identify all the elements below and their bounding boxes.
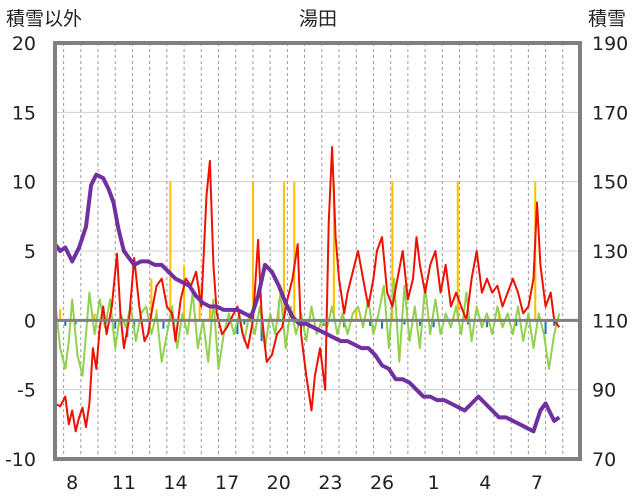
left-axis-title: 積雪以外	[6, 8, 82, 30]
x-tick-label: 7	[531, 472, 543, 494]
precipitation-bar	[381, 320, 384, 329]
precipitation-bar	[456, 181, 459, 321]
precipitation-bar	[59, 309, 62, 321]
precipitation-bar	[403, 320, 406, 325]
precipitation-bar	[467, 320, 470, 325]
precipitation-bar	[332, 181, 335, 321]
precipitation-bar	[486, 320, 489, 328]
precipitation-bar	[74, 320, 77, 325]
snow-depth-line	[53, 172, 561, 434]
precipitation-bar	[114, 320, 117, 329]
x-tick-label: 14	[163, 472, 187, 494]
precipitation-bar	[355, 309, 358, 321]
precipitation-bar	[391, 181, 394, 321]
right-tick-label: 130	[592, 241, 628, 263]
x-tick-label: 17	[215, 472, 239, 494]
left-tick-label: 0	[24, 310, 36, 332]
precipitation-bar	[64, 320, 67, 326]
precipitation-bar	[251, 181, 254, 321]
precipitation-bar	[183, 264, 186, 321]
precipitation-bar	[93, 313, 96, 321]
precipitation-bar	[553, 320, 556, 326]
precipitation-bar	[169, 181, 172, 321]
left-tick-label: 15	[12, 102, 36, 124]
x-tick-label: 20	[267, 472, 291, 494]
precipitation-bar	[515, 320, 518, 326]
plot-frame	[53, 41, 582, 461]
precipitation-bar	[293, 181, 296, 321]
x-tick-label: 4	[479, 472, 491, 494]
precipitation-bar	[208, 306, 211, 321]
precipitation-bar	[544, 320, 547, 335]
x-tick-label: 26	[370, 472, 394, 494]
x-tick-label: 8	[66, 472, 78, 494]
precipitation-bar	[260, 320, 263, 342]
precipitation-bar	[418, 320, 421, 326]
wind-line	[54, 277, 561, 377]
chart-title: 湯田	[299, 8, 337, 30]
right-tick-label: 170	[592, 102, 628, 124]
grid-layer	[55, 42, 580, 460]
x-tick-label: 1	[428, 472, 440, 494]
precipitation-bar	[162, 320, 165, 329]
right-tick-label: 150	[592, 172, 628, 194]
left-tick-label: -5	[17, 380, 36, 402]
precipitation-bar	[432, 320, 435, 328]
right-tick-label: 70	[592, 449, 616, 471]
precipitation-bar	[198, 285, 201, 321]
left-tick-label: 5	[24, 241, 36, 263]
left-tick-label: 10	[12, 172, 36, 194]
precipitation-bar	[236, 320, 239, 335]
x-tick-label: 11	[112, 472, 136, 494]
right-tick-label: 190	[592, 33, 628, 55]
right-tick-label: 110	[592, 310, 628, 332]
precipitation-bar	[282, 181, 285, 321]
right-tick-label: 90	[592, 380, 616, 402]
precipitation-bars	[59, 181, 556, 342]
x-tick-label: 23	[318, 472, 342, 494]
left-tick-label: -10	[5, 449, 36, 471]
precipitation-bar	[150, 278, 153, 321]
right-axis-title: 積雪	[588, 8, 626, 30]
precipitation-bar	[243, 320, 246, 325]
temperature-line	[54, 146, 561, 433]
precipitation-bar	[368, 320, 372, 326]
left-tick-label: 20	[12, 33, 36, 55]
series-lines	[53, 146, 561, 434]
